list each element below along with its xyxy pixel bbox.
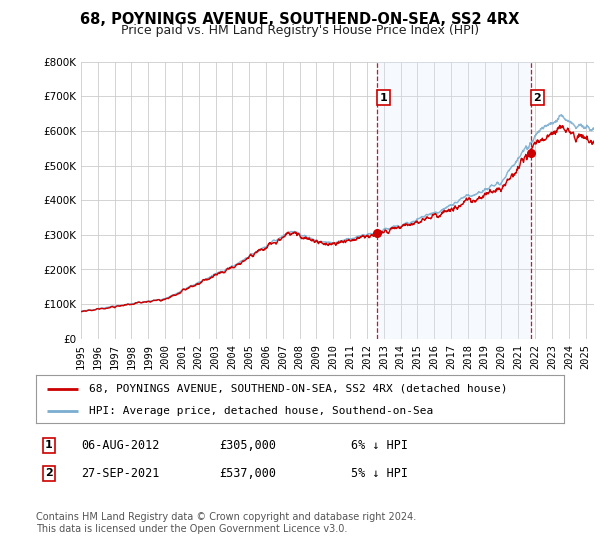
Text: 5% ↓ HPI: 5% ↓ HPI: [351, 466, 408, 480]
Text: £537,000: £537,000: [219, 466, 276, 480]
Text: 68, POYNINGS AVENUE, SOUTHEND-ON-SEA, SS2 4RX: 68, POYNINGS AVENUE, SOUTHEND-ON-SEA, SS…: [80, 12, 520, 27]
Text: £305,000: £305,000: [219, 438, 276, 452]
Text: 1: 1: [379, 92, 387, 102]
Text: HPI: Average price, detached house, Southend-on-Sea: HPI: Average price, detached house, Sout…: [89, 406, 433, 416]
Text: 2: 2: [45, 468, 53, 478]
Text: 27-SEP-2021: 27-SEP-2021: [81, 466, 160, 480]
Text: Price paid vs. HM Land Registry's House Price Index (HPI): Price paid vs. HM Land Registry's House …: [121, 24, 479, 37]
Bar: [377, 62, 531, 339]
Text: 6% ↓ HPI: 6% ↓ HPI: [351, 438, 408, 452]
Text: 68, POYNINGS AVENUE, SOUTHEND-ON-SEA, SS2 4RX (detached house): 68, POYNINGS AVENUE, SOUTHEND-ON-SEA, SS…: [89, 384, 508, 394]
Text: 2: 2: [533, 92, 541, 102]
Text: Contains HM Land Registry data © Crown copyright and database right 2024.
This d: Contains HM Land Registry data © Crown c…: [36, 512, 416, 534]
Text: 06-AUG-2012: 06-AUG-2012: [81, 438, 160, 452]
Text: 1: 1: [45, 440, 53, 450]
